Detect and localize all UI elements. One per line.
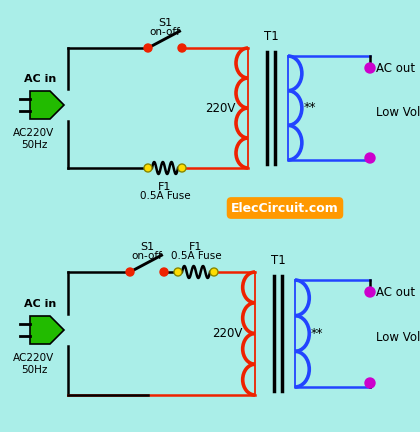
- Polygon shape: [30, 316, 64, 344]
- Circle shape: [174, 268, 182, 276]
- Text: 0.5A Fuse: 0.5A Fuse: [140, 191, 190, 201]
- Circle shape: [144, 44, 152, 52]
- Circle shape: [178, 44, 186, 52]
- Text: T1: T1: [270, 254, 285, 267]
- Circle shape: [365, 63, 375, 73]
- Text: S1: S1: [158, 18, 172, 28]
- Circle shape: [365, 378, 375, 388]
- Text: F1: F1: [189, 242, 203, 252]
- Text: AC in: AC in: [24, 299, 56, 309]
- Text: **: **: [311, 327, 323, 340]
- Text: on-off: on-off: [131, 251, 163, 261]
- Text: S1: S1: [140, 242, 154, 252]
- Circle shape: [365, 153, 375, 163]
- Text: on-off: on-off: [150, 27, 181, 37]
- Text: T1: T1: [264, 31, 278, 44]
- Text: Low Volts: Low Volts: [376, 331, 420, 344]
- Text: F1: F1: [158, 182, 172, 192]
- Text: AC220V
50Hz: AC220V 50Hz: [13, 353, 55, 375]
- Text: Low Volts: Low Volts: [376, 107, 420, 120]
- Text: 0.5A Fuse: 0.5A Fuse: [171, 251, 221, 261]
- Text: **: **: [304, 102, 317, 114]
- Text: 220V: 220V: [212, 327, 242, 340]
- Circle shape: [210, 268, 218, 276]
- Text: AC220V
50Hz: AC220V 50Hz: [13, 128, 55, 150]
- Polygon shape: [30, 91, 64, 119]
- Text: AC out: AC out: [376, 286, 415, 299]
- Text: AC in: AC in: [24, 74, 56, 84]
- Circle shape: [144, 164, 152, 172]
- Circle shape: [178, 164, 186, 172]
- Text: 220V: 220V: [205, 102, 235, 114]
- Circle shape: [160, 268, 168, 276]
- Circle shape: [126, 268, 134, 276]
- Text: AC out: AC out: [376, 61, 415, 74]
- Circle shape: [365, 287, 375, 297]
- Text: ElecCircuit.com: ElecCircuit.com: [231, 201, 339, 215]
